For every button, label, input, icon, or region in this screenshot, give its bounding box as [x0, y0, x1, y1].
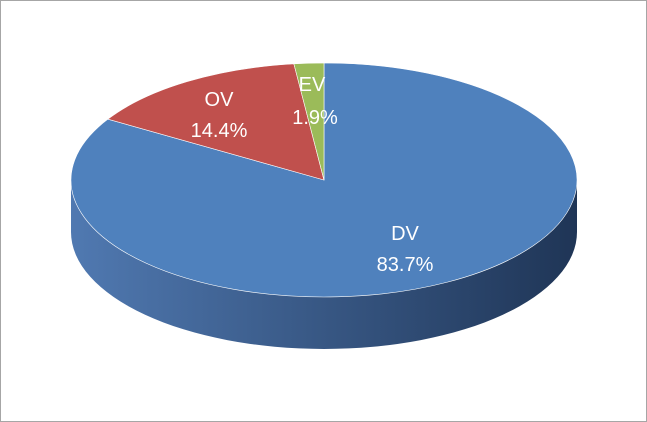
slice-label-ov: OV [205, 89, 235, 111]
slice-label-ev: EV [299, 74, 326, 96]
pie-side-dv [71, 180, 577, 349]
pie-sides [71, 180, 577, 349]
slice-percent-dv: 83.7% [377, 254, 434, 276]
pie-slice-ev [293, 62, 325, 181]
pie-tops [70, 62, 578, 298]
slice-label-dv: DV [391, 223, 419, 245]
pie-labels: DV 83.7% OV 14.4% EV 1.9% [191, 74, 434, 276]
pie-slice-ov [107, 63, 325, 181]
slice-percent-ev: 1.9% [292, 107, 338, 129]
slice-percent-ov: 14.4% [191, 120, 248, 142]
